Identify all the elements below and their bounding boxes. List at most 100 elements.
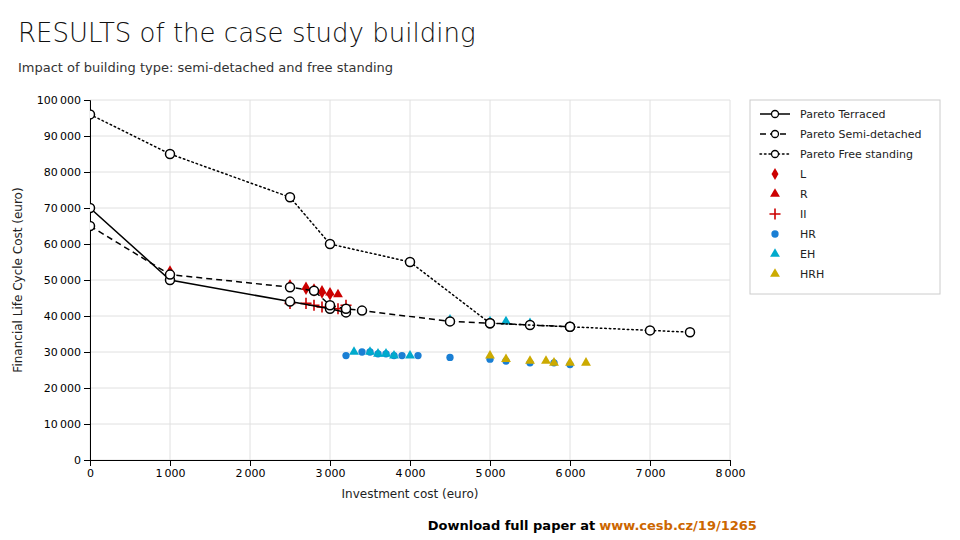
marks <box>90 110 695 368</box>
x-tick-label: 0 <box>87 467 94 480</box>
legend-swatch-marker <box>772 151 779 158</box>
x-tick: 1 000 <box>155 460 185 480</box>
y-tick: 10 000 <box>44 418 90 431</box>
scatter-point <box>324 301 335 312</box>
y-tick-mark <box>84 460 90 461</box>
y-tick-mark <box>84 244 90 245</box>
grid-line-y <box>90 208 730 209</box>
line-marker <box>286 297 295 306</box>
y-axis-line <box>84 101 91 461</box>
y-tick-label: 40 000 <box>44 310 81 323</box>
series-line <box>90 226 570 327</box>
y-tick-mark <box>84 100 90 101</box>
scatter-point <box>525 355 535 364</box>
line-marker <box>486 319 495 328</box>
scatter-point <box>365 346 375 355</box>
grid-line-y <box>90 388 730 389</box>
legend-item: R <box>770 188 808 201</box>
series-6 <box>342 348 573 368</box>
x-tick: 6 000 <box>555 460 585 480</box>
x-tick-label: 1 000 <box>155 467 185 480</box>
legend-swatch-marker <box>770 248 780 257</box>
y-tick-label: 20 000 <box>44 382 81 395</box>
line-marker <box>342 304 351 313</box>
y-tick: 100 000 <box>37 94 90 107</box>
legend-box <box>750 100 940 294</box>
x-tick-label: 6 000 <box>555 467 585 480</box>
legend-swatch-marker <box>772 111 779 118</box>
line-marker <box>326 301 335 310</box>
x-tick-label: 2 000 <box>235 467 265 480</box>
line-marker <box>326 240 335 249</box>
y-tick-label: 70 000 <box>44 202 81 215</box>
legend-swatch-marker <box>772 168 779 180</box>
scatter-point <box>405 350 415 359</box>
legend-item: HRH <box>770 268 824 281</box>
x-axis-line <box>91 461 731 467</box>
y-tick-label: 10 000 <box>44 418 81 431</box>
scatter-point <box>284 298 295 309</box>
scatter-point <box>414 352 421 359</box>
x-tick: 3 000 <box>315 460 345 480</box>
scatter-point <box>549 357 559 366</box>
line-marker <box>286 283 295 292</box>
x-tick-mark <box>170 460 171 466</box>
line-marker <box>286 193 295 202</box>
legend: Pareto Terraced Pareto Semi-detached Paret… <box>750 100 940 294</box>
y-tick-label: 30 000 <box>44 346 81 359</box>
scatter-point <box>565 357 575 366</box>
x-tick-label: 7 000 <box>635 467 665 480</box>
series-8 <box>485 350 591 366</box>
legend-item: HR <box>771 228 816 241</box>
legend-label: EH <box>800 248 815 261</box>
y-tick-mark <box>84 316 90 317</box>
grid-line-y <box>90 280 730 281</box>
footer-text: Download full paper at <box>428 518 595 533</box>
y-tick: 30 000 <box>44 346 90 359</box>
legend-item: Pareto Terraced <box>760 108 885 121</box>
series-4 <box>165 265 343 297</box>
legend-item: Pareto Free standing <box>760 148 913 161</box>
series-0 <box>90 204 351 317</box>
x-tick-mark <box>570 460 571 466</box>
legend-item: II <box>769 208 806 221</box>
x-tick-label: 3 000 <box>315 467 345 480</box>
series-line <box>90 114 690 332</box>
scatter-point <box>398 352 405 359</box>
line-marker <box>686 328 695 337</box>
legend-swatch-marker <box>771 230 778 237</box>
y-axis-title: Financial Life Cycle Cost (euro) <box>11 187 25 372</box>
legend-swatch-marker <box>770 188 780 197</box>
legend-item: L <box>772 168 807 181</box>
x-tick-mark <box>250 460 251 466</box>
x-tick: 5 000 <box>475 460 505 480</box>
legend-label: Pareto Free standing <box>800 148 913 161</box>
line-marker <box>166 150 175 159</box>
y-tick-label: 60 000 <box>44 238 81 251</box>
footer-text: www.cesb.cz/19/1265 <box>599 518 757 533</box>
grid-line-y <box>90 244 730 245</box>
legend-swatch-marker <box>769 208 780 219</box>
y-tick-mark <box>84 136 90 137</box>
line-marker <box>166 270 175 279</box>
scatter-point <box>342 352 349 359</box>
y-axis: 0 10 000 20 000 30 000 40 000 50 000 60 000 70 … <box>37 94 91 467</box>
y-tick: 70 000 <box>44 202 90 215</box>
line-marker <box>566 322 575 331</box>
legend-label: II <box>800 208 807 221</box>
line-marker <box>486 319 495 328</box>
y-tick: 90 000 <box>44 130 90 143</box>
y-tick: 0 <box>74 454 90 467</box>
y-tick-mark <box>84 424 90 425</box>
x-tick: 0 <box>87 460 94 480</box>
scatter-point <box>446 354 453 361</box>
scatter-point <box>581 357 591 366</box>
grid <box>90 100 730 460</box>
legend-item: Pareto Semi-detached <box>760 128 922 141</box>
y-tick-mark <box>84 172 90 173</box>
y-tick-label: 90 000 <box>44 130 81 143</box>
scatter-point <box>325 287 335 296</box>
y-tick-label: 50 000 <box>44 274 81 287</box>
x-tick-mark <box>490 460 491 466</box>
plot: 01 0002 0003 0004 0005 0006 0007 0008 00… <box>11 94 746 501</box>
